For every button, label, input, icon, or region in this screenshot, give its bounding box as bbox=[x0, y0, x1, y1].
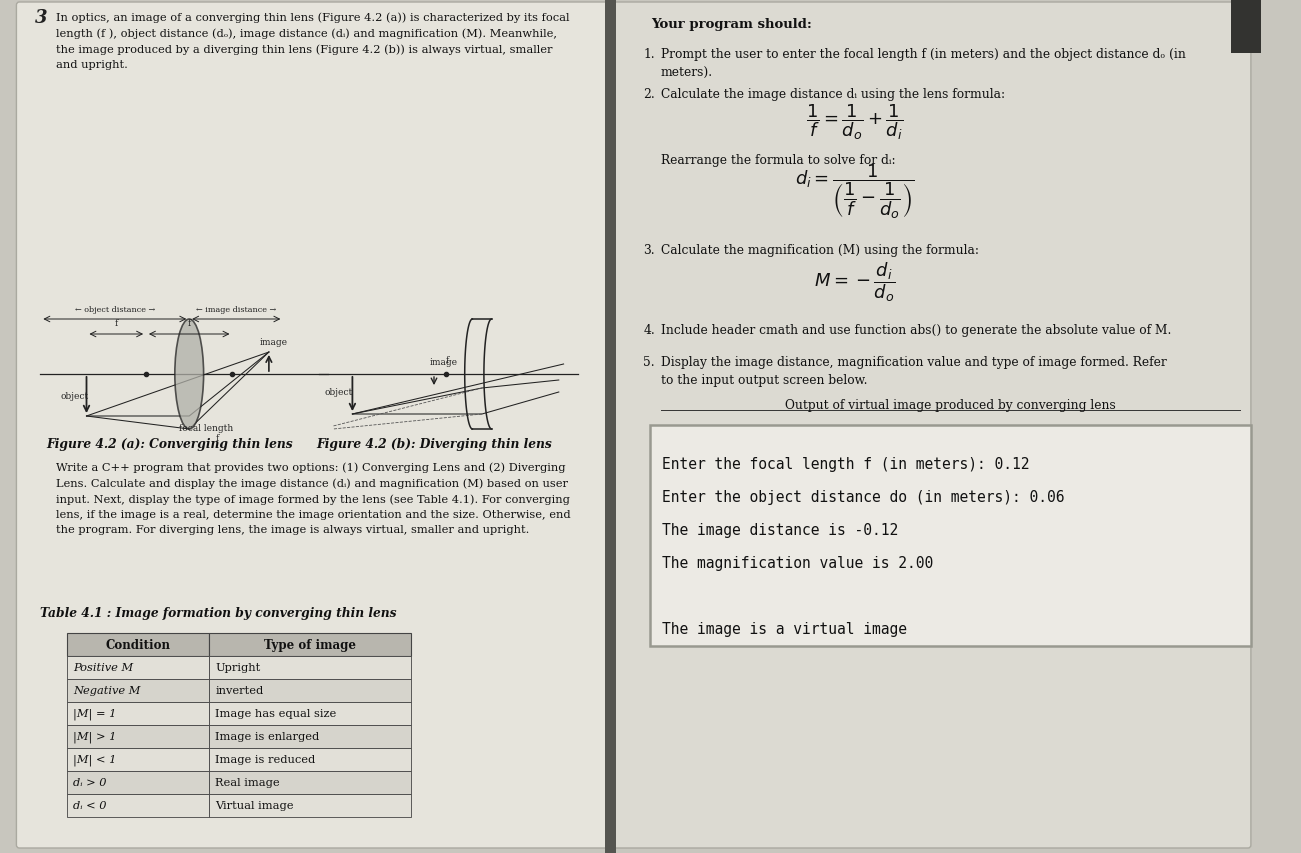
Text: Condition: Condition bbox=[105, 638, 170, 651]
Text: Positive M: Positive M bbox=[73, 663, 133, 673]
Text: Your program should:: Your program should: bbox=[650, 18, 812, 31]
Text: $M = -\dfrac{d_i}{d_o}$: $M = -\dfrac{d_i}{d_o}$ bbox=[813, 260, 895, 304]
FancyBboxPatch shape bbox=[68, 771, 209, 794]
Text: |M| > 1: |M| > 1 bbox=[73, 731, 116, 742]
Text: Output of virtual image produced by converging lens: Output of virtual image produced by conv… bbox=[785, 398, 1116, 411]
Text: Calculate the magnification (M) using the formula:: Calculate the magnification (M) using th… bbox=[661, 244, 978, 257]
Text: f: f bbox=[446, 356, 449, 364]
FancyBboxPatch shape bbox=[68, 748, 209, 771]
Text: Table 4.1 : Image formation by converging thin lens: Table 4.1 : Image formation by convergin… bbox=[40, 606, 397, 619]
FancyBboxPatch shape bbox=[209, 748, 411, 771]
FancyBboxPatch shape bbox=[209, 702, 411, 725]
FancyBboxPatch shape bbox=[209, 633, 411, 656]
Text: ← object distance →: ← object distance → bbox=[74, 305, 155, 314]
Text: inverted: inverted bbox=[215, 686, 263, 696]
Text: image: image bbox=[429, 357, 458, 367]
Text: Figure 4.2 (a): Converging thin lens: Figure 4.2 (a): Converging thin lens bbox=[47, 438, 293, 450]
Text: Write a C++ program that provides two options: (1) Converging Lens and (2) Diver: Write a C++ program that provides two op… bbox=[56, 461, 570, 535]
Text: Image is reduced: Image is reduced bbox=[215, 755, 315, 764]
FancyBboxPatch shape bbox=[17, 3, 608, 848]
FancyBboxPatch shape bbox=[209, 794, 411, 817]
Text: The image distance is -0.12: The image distance is -0.12 bbox=[662, 522, 899, 537]
FancyBboxPatch shape bbox=[68, 633, 209, 656]
Text: f: f bbox=[114, 319, 118, 328]
Text: dᵢ > 0: dᵢ > 0 bbox=[73, 778, 107, 787]
Text: f: f bbox=[187, 319, 191, 328]
FancyBboxPatch shape bbox=[605, 0, 617, 853]
FancyBboxPatch shape bbox=[209, 656, 411, 679]
FancyBboxPatch shape bbox=[68, 702, 209, 725]
FancyBboxPatch shape bbox=[1231, 0, 1261, 54]
Text: Prompt the user to enter the focal length f (in meters) and the object distance : Prompt the user to enter the focal lengt… bbox=[661, 48, 1185, 79]
Text: Figure 4.2 (b): Diverging thin lens: Figure 4.2 (b): Diverging thin lens bbox=[316, 438, 552, 450]
Text: object: object bbox=[61, 392, 88, 401]
Ellipse shape bbox=[174, 320, 204, 430]
Text: The image is a virtual image: The image is a virtual image bbox=[662, 621, 908, 636]
Text: 1.: 1. bbox=[643, 48, 654, 61]
FancyBboxPatch shape bbox=[650, 426, 1250, 647]
Text: Upright: Upright bbox=[215, 663, 260, 673]
FancyBboxPatch shape bbox=[68, 679, 209, 702]
Text: $d_i = \dfrac{1}{\left(\dfrac{1}{f} - \dfrac{1}{d_o}\right)}$: $d_i = \dfrac{1}{\left(\dfrac{1}{f} - \d… bbox=[795, 163, 915, 221]
FancyBboxPatch shape bbox=[68, 725, 209, 748]
Text: Real image: Real image bbox=[215, 778, 280, 787]
Text: dᵢ < 0: dᵢ < 0 bbox=[73, 801, 107, 810]
Text: 4.: 4. bbox=[643, 323, 654, 337]
Text: Display the image distance, magnification value and type of image formed. Refer
: Display the image distance, magnificatio… bbox=[661, 356, 1166, 387]
Text: ← image distance →: ← image distance → bbox=[196, 305, 276, 314]
Text: 5.: 5. bbox=[643, 356, 654, 368]
Text: Negative M: Negative M bbox=[73, 686, 141, 696]
Text: Enter the focal length f (in meters): 0.12: Enter the focal length f (in meters): 0.… bbox=[662, 456, 1030, 472]
FancyBboxPatch shape bbox=[209, 679, 411, 702]
Text: Calculate the image distance dᵢ using the lens formula:: Calculate the image distance dᵢ using th… bbox=[661, 88, 1004, 101]
Text: Type of image: Type of image bbox=[264, 638, 356, 651]
Text: |M| = 1: |M| = 1 bbox=[73, 708, 116, 719]
Text: 3: 3 bbox=[35, 9, 47, 27]
FancyBboxPatch shape bbox=[209, 771, 411, 794]
FancyBboxPatch shape bbox=[209, 725, 411, 748]
Text: 3.: 3. bbox=[643, 244, 654, 257]
Text: Virtual image: Virtual image bbox=[215, 801, 294, 810]
Text: 2.: 2. bbox=[643, 88, 654, 101]
Text: The magnification value is 2.00: The magnification value is 2.00 bbox=[662, 555, 934, 571]
FancyBboxPatch shape bbox=[68, 656, 209, 679]
Text: Rearrange the formula to solve for dᵢ:: Rearrange the formula to solve for dᵢ: bbox=[661, 154, 895, 167]
FancyBboxPatch shape bbox=[611, 3, 1250, 848]
Text: $\dfrac{1}{f} = \dfrac{1}{d_o} + \dfrac{1}{d_i}$: $\dfrac{1}{f} = \dfrac{1}{d_o} + \dfrac{… bbox=[805, 102, 903, 142]
Text: In optics, an image of a converging thin lens (Figure 4.2 (a)) is characterized : In optics, an image of a converging thin… bbox=[56, 12, 570, 70]
Text: object: object bbox=[325, 387, 353, 397]
Text: Image has equal size: Image has equal size bbox=[215, 709, 337, 719]
Text: Enter the object distance do (in meters): 0.06: Enter the object distance do (in meters)… bbox=[662, 490, 1066, 504]
Text: Include header cmath and use function abs() to generate the absolute value of M.: Include header cmath and use function ab… bbox=[661, 323, 1171, 337]
FancyBboxPatch shape bbox=[68, 794, 209, 817]
Text: Image is enlarged: Image is enlarged bbox=[215, 732, 319, 741]
Text: image: image bbox=[260, 338, 288, 346]
Text: focal length
        f: focal length f bbox=[180, 423, 234, 443]
Text: |M| < 1: |M| < 1 bbox=[73, 754, 116, 765]
